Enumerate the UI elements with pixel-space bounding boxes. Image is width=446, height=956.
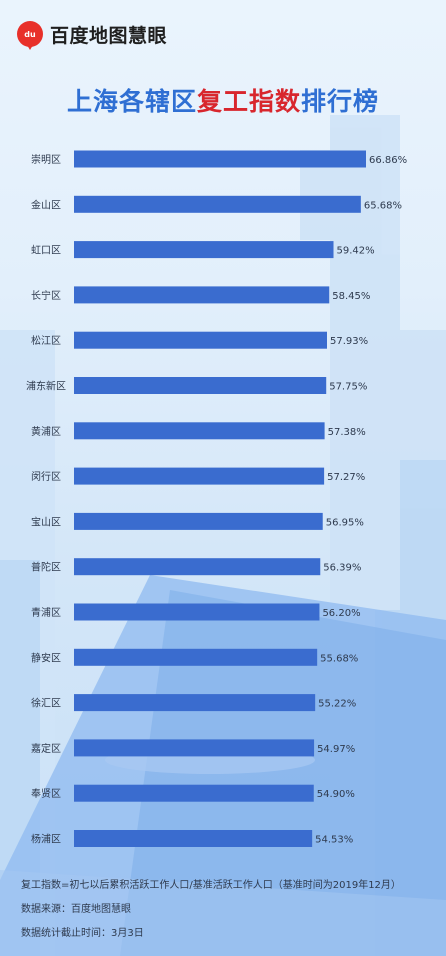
category-label: 金山区 xyxy=(31,198,61,211)
bar xyxy=(74,241,334,259)
bar xyxy=(74,830,313,847)
map-pin-icon: du xyxy=(17,21,43,50)
title-highlight: 复工指数 xyxy=(196,87,301,116)
value-label: 56.20% xyxy=(322,608,360,619)
value-label: 55.68% xyxy=(320,653,358,664)
chart-title: 上海各辖区复工指数排行榜 xyxy=(0,82,446,118)
bar xyxy=(74,286,330,304)
bar xyxy=(74,558,321,576)
footnote-source: 数据来源：百度地图慧眼 xyxy=(21,904,131,915)
category-label: 闵行区 xyxy=(31,470,61,483)
value-label: 57.75% xyxy=(329,382,367,393)
bar xyxy=(74,377,327,394)
category-label: 虹口区 xyxy=(31,245,61,257)
bar xyxy=(74,603,320,621)
category-label: 普陀区 xyxy=(31,561,61,574)
value-label: 57.27% xyxy=(327,472,365,483)
bar xyxy=(74,422,325,440)
brand-logo: du 百度地图慧眼 xyxy=(17,20,168,50)
category-label: 徐汇区 xyxy=(31,697,61,710)
value-label: 54.97% xyxy=(317,744,355,755)
bar xyxy=(74,784,314,802)
bar xyxy=(74,467,325,485)
value-label: 54.90% xyxy=(317,789,355,800)
bar xyxy=(74,195,361,213)
category-label: 黄浦区 xyxy=(31,425,61,438)
bar xyxy=(74,694,316,712)
category-label: 杨浦区 xyxy=(31,833,61,846)
value-label: 65.68% xyxy=(364,200,402,211)
footnote-definition: 复工指数=初七以后累积活跃工作人口/基准活跃工作人口（基准时间为2019年12月… xyxy=(21,880,401,891)
footnote-cutoff: 数据统计截止时间：3月3日 xyxy=(21,928,144,939)
category-label: 浦东新区 xyxy=(26,380,66,393)
bar xyxy=(74,331,327,349)
bar xyxy=(74,512,323,530)
category-label: 长宁区 xyxy=(31,289,61,302)
value-label: 57.38% xyxy=(328,427,366,438)
value-label: 58.45% xyxy=(332,291,370,302)
value-label: 66.86% xyxy=(369,155,407,166)
category-label: 宝山区 xyxy=(31,515,61,528)
title-part-1: 上海各辖区 xyxy=(66,87,197,116)
value-label: 56.39% xyxy=(323,563,361,574)
category-label: 静安区 xyxy=(31,651,61,664)
bar xyxy=(74,150,366,168)
category-label: 崇明区 xyxy=(31,154,61,166)
title-part-2: 排行榜 xyxy=(301,87,380,116)
value-label: 55.22% xyxy=(318,699,356,710)
bar xyxy=(74,648,318,666)
logo-text: 百度地图慧眼 xyxy=(50,24,168,47)
category-label: 松江区 xyxy=(31,334,61,347)
category-label: 青浦区 xyxy=(31,606,61,619)
value-label: 57.93% xyxy=(330,336,368,347)
value-label: 56.95% xyxy=(326,517,364,528)
value-label: 59.42% xyxy=(337,246,375,257)
category-label: 奉贤区 xyxy=(31,787,61,800)
logo-badge-text: du xyxy=(24,29,36,39)
bar xyxy=(74,739,315,757)
value-label: 54.53% xyxy=(315,835,353,846)
category-label: 嘉定区 xyxy=(31,742,61,755)
